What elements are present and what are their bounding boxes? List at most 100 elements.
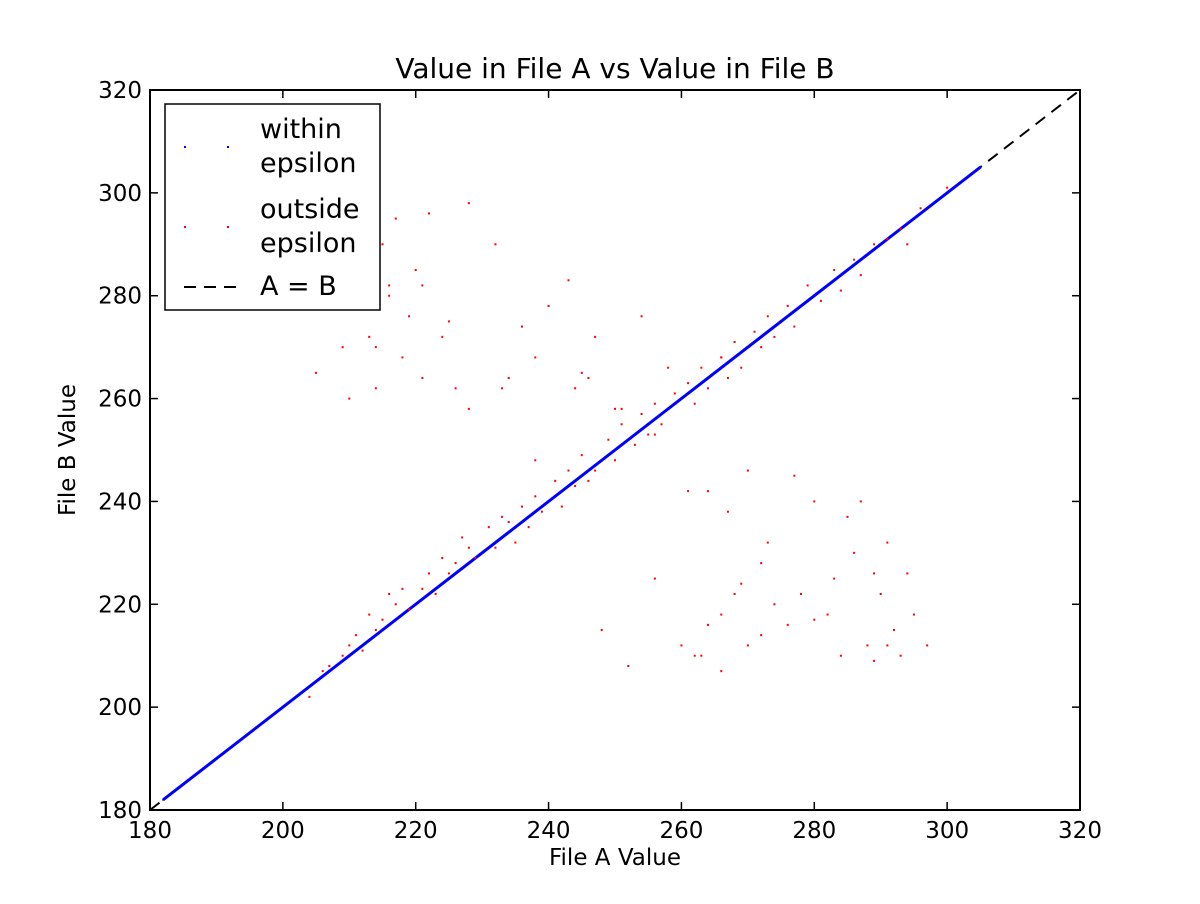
point-outside-epsilon [594, 335, 597, 338]
point-within-epsilon [467, 562, 470, 565]
point-outside-epsilon [859, 500, 862, 503]
point-outside-epsilon [381, 243, 384, 246]
point-within-epsilon [182, 783, 185, 786]
y-tick-label: 300 [98, 181, 142, 207]
point-outside-epsilon [408, 608, 411, 611]
point-outside-epsilon [381, 618, 384, 621]
point-outside-epsilon [773, 335, 776, 338]
point-outside-epsilon [580, 454, 583, 457]
point-outside-epsilon [521, 505, 523, 508]
point-outside-epsilon [746, 644, 749, 647]
point-within-epsilon [494, 541, 497, 544]
point-within-epsilon [627, 438, 630, 441]
point-outside-epsilon [534, 495, 537, 498]
point-outside-epsilon [527, 526, 530, 529]
point-outside-epsilon [746, 469, 749, 472]
point-outside-epsilon [793, 325, 796, 328]
point-outside-epsilon [826, 613, 829, 616]
point-outside-epsilon [873, 659, 876, 662]
y-axis-label: File B Value [55, 384, 81, 516]
point-within-epsilon [879, 243, 882, 246]
point-outside-epsilon [740, 582, 743, 585]
point-outside-epsilon [507, 377, 510, 379]
point-within-epsilon [893, 233, 895, 235]
point-within-epsilon [713, 371, 716, 374]
point-outside-epsilon [899, 227, 902, 230]
point-outside-epsilon [454, 562, 457, 565]
point-outside-epsilon [388, 284, 391, 287]
point-within-epsilon [614, 449, 616, 451]
point-outside-epsilon [680, 644, 683, 647]
point-outside-epsilon [906, 572, 909, 575]
point-within-epsilon [295, 695, 298, 698]
point-within-epsilon [215, 757, 218, 760]
point-outside-epsilon [760, 346, 763, 349]
point-outside-epsilon [853, 258, 856, 261]
point-outside-epsilon [873, 572, 876, 575]
point-within-epsilon [979, 166, 982, 169]
point-outside-epsilon [673, 392, 676, 395]
point-within-epsilon [202, 767, 205, 770]
point-outside-epsilon [401, 587, 404, 590]
point-outside-epsilon [866, 644, 869, 647]
point-within-epsilon [580, 474, 583, 477]
point-within-epsilon [800, 305, 802, 307]
x-tick-label: 260 [659, 818, 703, 844]
y-tick-label: 280 [98, 284, 142, 310]
point-outside-epsilon [753, 330, 756, 333]
point-within-epsilon [780, 320, 783, 323]
point-within-epsilon [733, 356, 736, 359]
point-outside-epsilon [408, 315, 411, 318]
point-outside-epsilon [886, 644, 889, 647]
point-outside-epsilon [368, 335, 371, 338]
point-outside-epsilon [839, 289, 842, 292]
point-outside-epsilon [574, 485, 577, 487]
point-outside-epsilon [733, 341, 736, 343]
point-outside-epsilon [707, 387, 709, 390]
point-outside-epsilon [707, 623, 709, 626]
point-within-epsilon [932, 202, 935, 205]
point-outside-epsilon [620, 407, 623, 410]
point-outside-epsilon [946, 186, 949, 189]
point-outside-epsilon [614, 459, 616, 462]
point-outside-epsilon [494, 243, 497, 246]
legend-label: outside epsilon [260, 194, 360, 259]
point-outside-epsilon [374, 346, 377, 349]
legend-marker [227, 226, 229, 228]
point-outside-epsilon [633, 443, 636, 446]
point-outside-epsilon [786, 623, 789, 626]
point-outside-epsilon [733, 593, 736, 595]
point-outside-epsilon [580, 371, 583, 374]
point-within-epsilon [428, 593, 430, 595]
point-within-epsilon [647, 423, 650, 426]
point-within-epsilon [514, 526, 517, 529]
point-within-epsilon [401, 613, 404, 616]
legend-label: within epsilon [260, 114, 356, 179]
point-within-epsilon [534, 510, 537, 513]
point-within-epsilon [348, 654, 351, 657]
point-outside-epsilon [494, 546, 497, 549]
point-outside-epsilon [720, 356, 723, 359]
point-outside-epsilon [434, 593, 437, 595]
point-outside-epsilon [534, 459, 537, 462]
point-outside-epsilon [726, 377, 729, 379]
point-outside-epsilon [421, 377, 424, 379]
y-tick-label: 200 [98, 695, 142, 721]
legend-marker [184, 226, 186, 228]
plot-area: 180 200 220 240 260 280 300 320 180 200 220 240 260 2… [98, 78, 1102, 844]
chart-title: Value in File A vs Value in File B [395, 52, 834, 85]
point-within-epsilon [680, 397, 683, 400]
point-outside-epsilon [341, 654, 344, 657]
point-within-epsilon [481, 551, 484, 554]
point-within-epsilon [959, 181, 962, 184]
point-outside-epsilon [766, 315, 769, 318]
point-outside-epsilon [501, 515, 504, 518]
point-outside-epsilon [687, 490, 690, 493]
point-outside-epsilon [886, 541, 889, 544]
x-tick-label: 300 [925, 818, 969, 844]
point-outside-epsilon [813, 500, 816, 503]
point-outside-epsilon [554, 479, 557, 482]
point-within-epsilon [248, 731, 251, 734]
